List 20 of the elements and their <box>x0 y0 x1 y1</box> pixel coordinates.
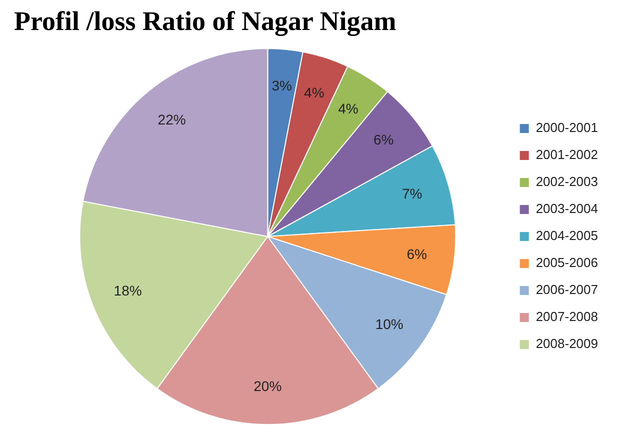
legend-label: 2001-2002 <box>536 147 598 162</box>
data-label: 22% <box>158 111 186 128</box>
data-label: 4% <box>304 84 324 100</box>
legend-label: 2005-2006 <box>536 255 598 270</box>
legend-label: 2004-2005 <box>536 228 598 244</box>
legend-label: 2007-2008 <box>536 309 598 324</box>
data-label: 10% <box>375 316 404 332</box>
data-label: 18% <box>114 282 142 299</box>
legend-label: 2003-2004 <box>536 201 598 216</box>
data-label: 3% <box>272 78 292 94</box>
legend-label: 2006-2007 <box>536 282 598 298</box>
data-label: 4% <box>338 100 358 116</box>
legend-label: 2000-2001 <box>536 120 598 136</box>
legend-label: 2008-2009 <box>536 336 598 352</box>
data-label: 6% <box>373 131 394 148</box>
data-label: 6% <box>406 246 427 262</box>
data-label: 20% <box>254 378 282 394</box>
data-label: 7% <box>402 185 422 202</box>
chart-title: Profil /loss Ratio of Nagar Nigam <box>14 6 396 37</box>
legend-label: 2002-2003 <box>536 174 598 190</box>
